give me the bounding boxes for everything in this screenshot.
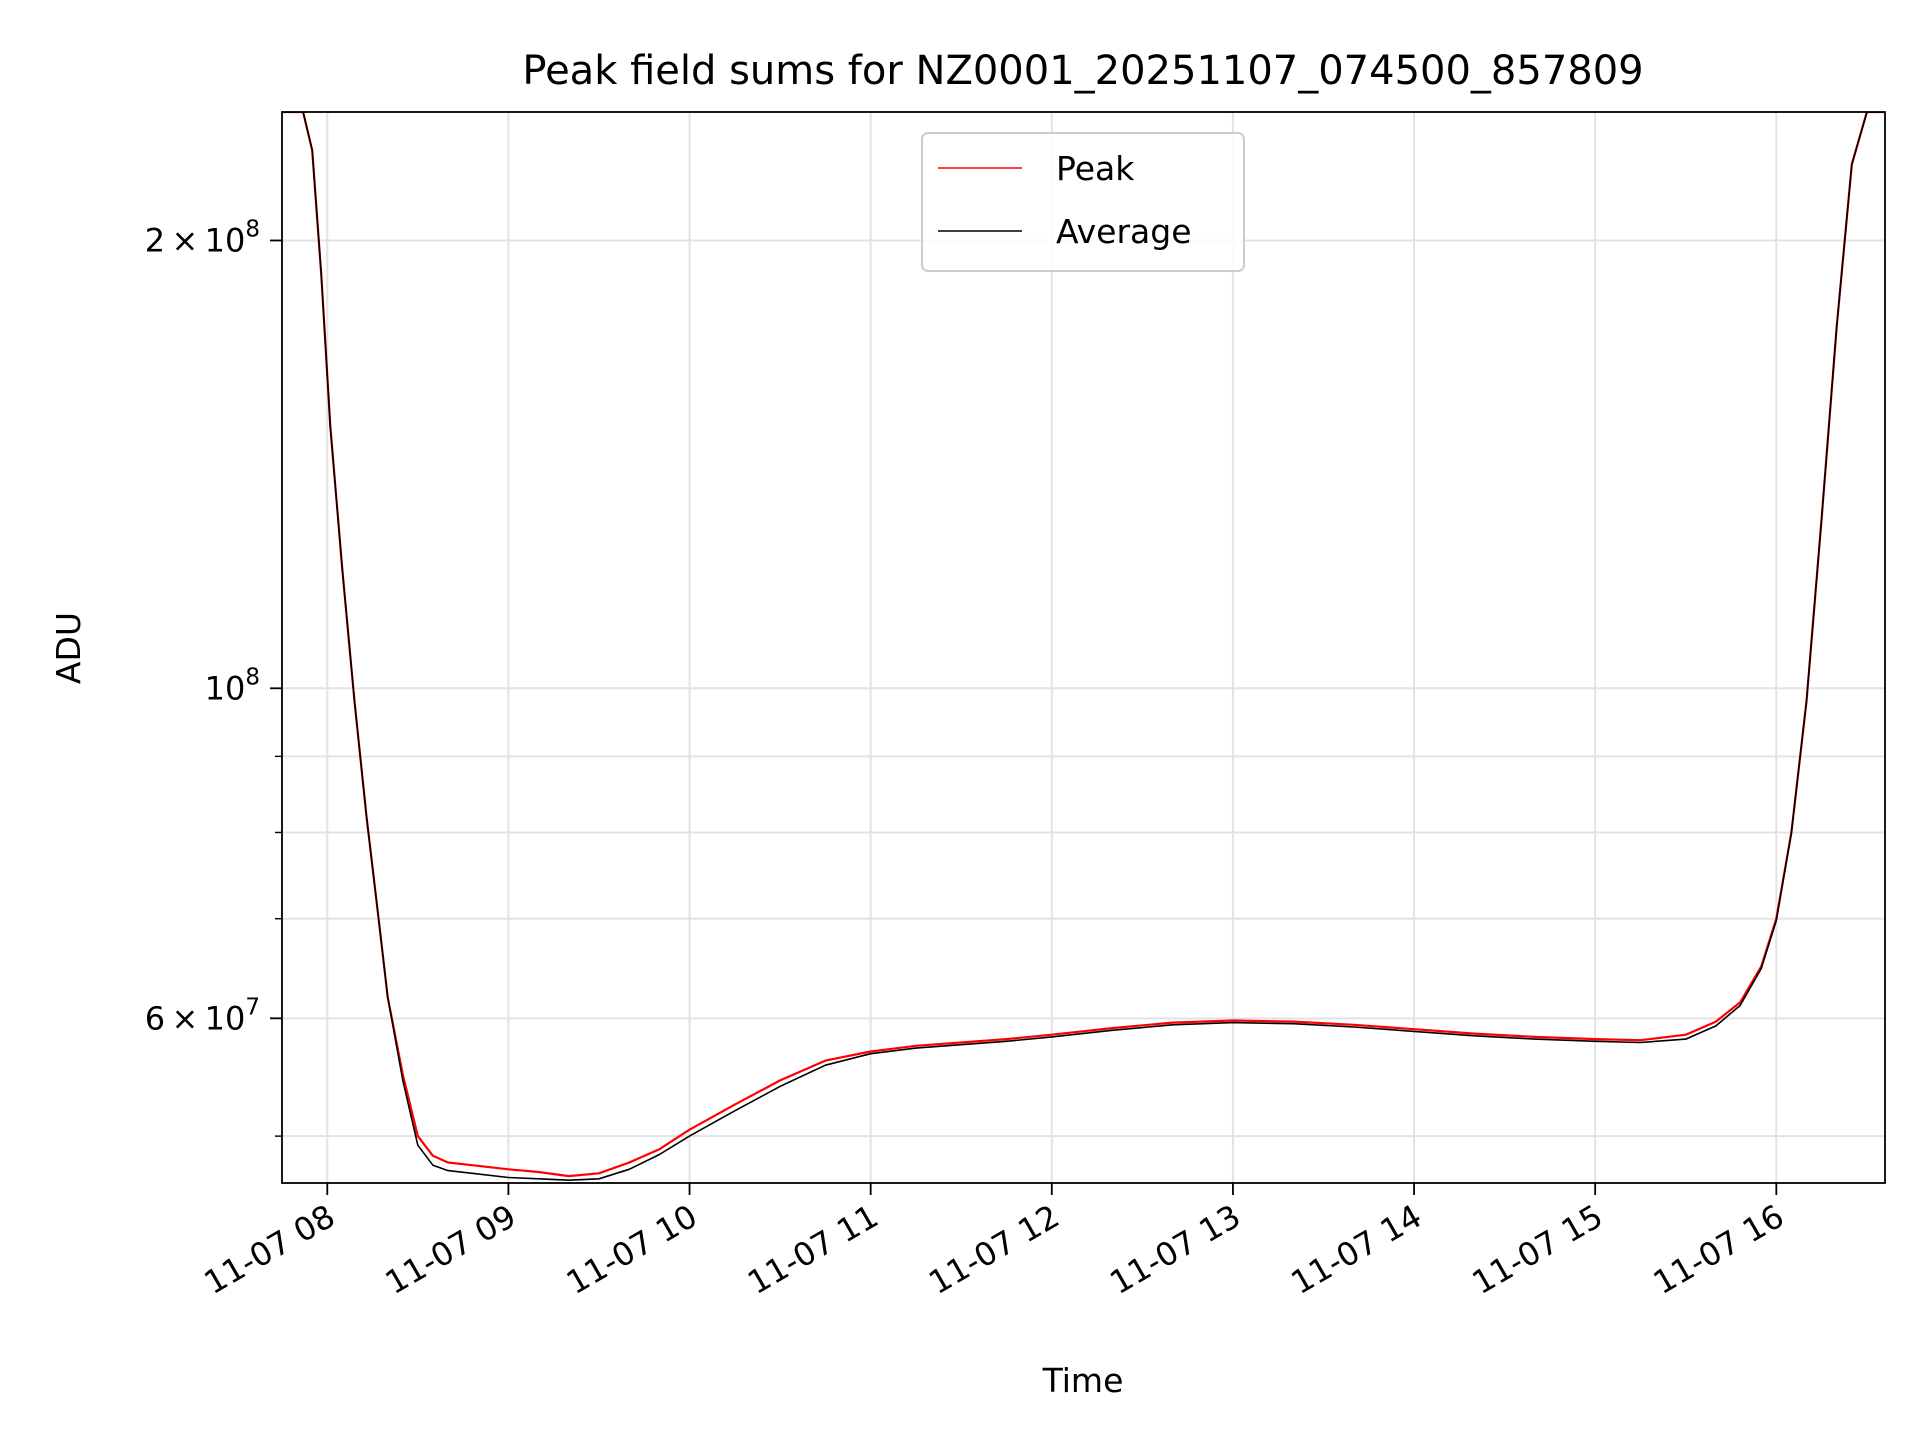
x-tick-label: 11-07 15 bbox=[1466, 1197, 1610, 1302]
y-axis: 6 × 107 108 2 × 108 bbox=[145, 216, 282, 1137]
series-line-average bbox=[282, 112, 1885, 1181]
y-tick-label: 108 bbox=[205, 664, 260, 707]
x-axis-label: Time bbox=[1042, 1361, 1124, 1400]
x-tick-label: 11-07 16 bbox=[1647, 1197, 1791, 1302]
plot-frame bbox=[281, 111, 1886, 1184]
y-tick-label: 2 × 108 bbox=[145, 216, 260, 259]
legend: Peak Average bbox=[921, 132, 1245, 272]
x-axis: 11-07 08 11-07 09 11-07 10 11-07 11 11-07 12… bbox=[198, 1183, 1791, 1302]
chart-title: Peak field sums for NZ0001_20251107_0745… bbox=[522, 48, 1643, 94]
legend-label-peak: Peak bbox=[1056, 149, 1135, 188]
series-layer bbox=[282, 112, 1885, 1181]
grid bbox=[282, 112, 1885, 1183]
y-tick-label: 6 × 107 bbox=[145, 994, 260, 1037]
x-tick-label: 11-07 14 bbox=[1284, 1197, 1428, 1302]
legend-label-average: Average bbox=[1056, 212, 1192, 251]
y-axis-label: ADU bbox=[49, 612, 88, 684]
x-tick-label: 11-07 08 bbox=[198, 1197, 342, 1302]
x-tick-label: 11-07 11 bbox=[741, 1197, 885, 1302]
x-tick-label: 11-07 10 bbox=[560, 1197, 704, 1302]
x-tick-label: 11-07 12 bbox=[922, 1197, 1066, 1302]
x-tick-label: 11-07 09 bbox=[379, 1197, 523, 1302]
x-tick-label: 11-07 13 bbox=[1103, 1197, 1247, 1302]
